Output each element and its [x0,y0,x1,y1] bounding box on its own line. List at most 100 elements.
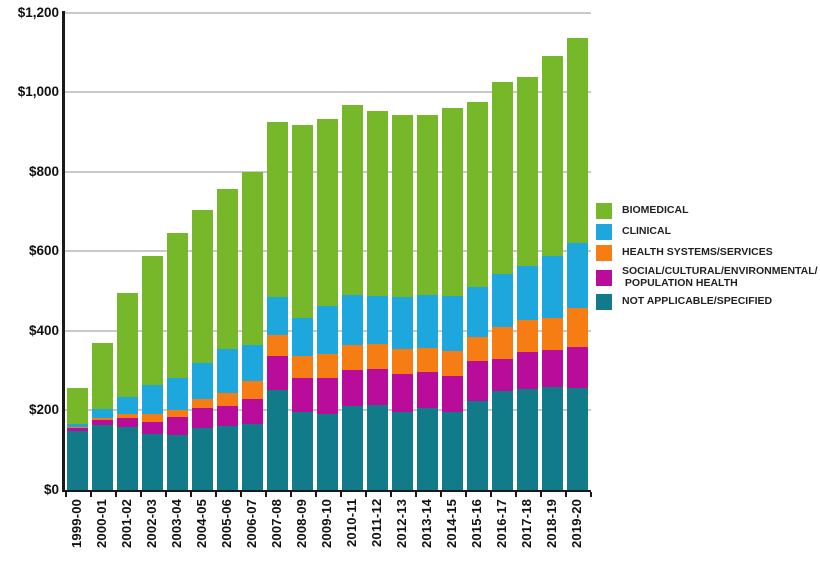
bar-segment-health-systems-1999-00[interactable] [67,426,89,429]
bar-segment-clinical-2008-09[interactable] [292,317,314,356]
bar-segment-health-systems-2015-16[interactable] [467,336,489,362]
bar-segment-health-systems-2006-07[interactable] [242,381,264,399]
bar-segment-social-2014-15[interactable] [442,375,464,413]
bar-segment-clinical-2012-13[interactable] [392,296,414,350]
bar-segment-clinical-2019-20[interactable] [567,242,589,309]
bar-segment-not-applicable-2000-01[interactable] [92,424,114,490]
bar-segment-social-2016-17[interactable] [492,358,514,392]
bar-segment-not-applicable-2014-15[interactable] [442,411,464,490]
bar-segment-health-systems-2007-08[interactable] [267,334,289,356]
bar-segment-health-systems-2008-09[interactable] [292,355,314,378]
bar-segment-biomedical-2000-01[interactable] [92,342,114,409]
bar-segment-health-systems-2018-19[interactable] [542,317,564,351]
bar-segment-not-applicable-2006-07[interactable] [242,423,264,490]
bar-segment-biomedical-2012-13[interactable] [392,114,414,298]
bar-segment-not-applicable-2007-08[interactable] [267,389,289,490]
bar-segment-clinical-2004-05[interactable] [192,362,214,399]
bar-segment-social-2003-04[interactable] [167,416,189,435]
bar-segment-social-2010-11[interactable] [342,369,364,407]
bar-segment-biomedical-2010-11[interactable] [342,104,364,296]
bar-segment-social-2002-03[interactable] [142,421,164,434]
bar-segment-biomedical-2002-03[interactable] [142,256,164,386]
bar-segment-clinical-2000-01[interactable] [92,408,114,418]
bar-segment-social-2018-19[interactable] [542,349,564,387]
bar-segment-biomedical-2016-17[interactable] [492,82,514,274]
bar-segment-health-systems-2004-05[interactable] [192,398,214,409]
bar-segment-clinical-2014-15[interactable] [442,295,464,352]
bar-segment-clinical-2018-19[interactable] [542,256,564,318]
bar-segment-clinical-2006-07[interactable] [242,344,264,382]
bar-segment-health-systems-2009-10[interactable] [317,353,339,378]
bar-segment-clinical-2007-08[interactable] [267,296,289,336]
bar-segment-biomedical-2017-18[interactable] [517,77,539,267]
bar-segment-biomedical-2008-09[interactable] [292,125,314,318]
bar-segment-clinical-1999-00[interactable] [67,423,89,428]
bar-segment-not-applicable-2009-10[interactable] [317,414,339,490]
bar-segment-not-applicable-2019-20[interactable] [567,387,589,490]
bar-segment-health-systems-2017-18[interactable] [517,319,539,353]
bar-segment-not-applicable-2012-13[interactable] [392,411,414,490]
bar-segment-not-applicable-1999-00[interactable] [67,430,89,490]
bar-segment-not-applicable-2002-03[interactable] [142,433,164,490]
bar-segment-clinical-2009-10[interactable] [317,305,339,355]
bar-segment-clinical-2016-17[interactable] [492,273,514,328]
bar-segment-social-1999-00[interactable] [67,427,89,432]
bar-segment-social-2004-05[interactable] [192,408,214,429]
bar-segment-not-applicable-2001-02[interactable] [117,426,139,490]
bar-segment-biomedical-2007-08[interactable] [267,122,289,298]
bar-segment-biomedical-2013-14[interactable] [417,114,439,296]
bar-segment-clinical-2010-11[interactable] [342,294,364,345]
bar-segment-social-2015-16[interactable] [467,360,489,401]
bar-segment-not-applicable-2003-04[interactable] [167,434,189,490]
bar-segment-not-applicable-2010-11[interactable] [342,405,364,490]
bar-segment-social-2019-20[interactable] [567,346,589,388]
bar-segment-biomedical-2015-16[interactable] [467,101,489,287]
bar-segment-clinical-2011-12[interactable] [367,295,389,344]
bar-segment-clinical-2003-04[interactable] [167,377,189,410]
bar-segment-social-2012-13[interactable] [392,373,414,412]
bar-segment-health-systems-2010-11[interactable] [342,344,364,370]
bar-segment-social-2013-14[interactable] [417,371,439,408]
bar-segment-health-systems-2019-20[interactable] [567,307,589,347]
bar-segment-health-systems-2014-15[interactable] [442,350,464,377]
bar-segment-not-applicable-2013-14[interactable] [417,407,439,490]
bar-segment-social-2008-09[interactable] [292,377,314,413]
bar-segment-not-applicable-2004-05[interactable] [192,427,214,490]
bar-segment-social-2011-12[interactable] [367,368,389,406]
bar-segment-biomedical-2004-05[interactable] [192,209,214,364]
bar-segment-clinical-2001-02[interactable] [117,396,139,414]
bar-segment-clinical-2005-06[interactable] [217,348,239,394]
bar-segment-biomedical-2006-07[interactable] [242,171,264,345]
bar-segment-not-applicable-2011-12[interactable] [367,404,389,490]
bar-segment-social-2006-07[interactable] [242,398,264,424]
bar-segment-social-2007-08[interactable] [267,355,289,390]
bar-segment-health-systems-2005-06[interactable] [217,393,239,407]
bar-segment-clinical-2002-03[interactable] [142,384,164,415]
bar-segment-not-applicable-2015-16[interactable] [467,400,489,490]
bar-segment-biomedical-2001-02[interactable] [117,293,139,398]
bar-segment-biomedical-1999-00[interactable] [67,388,89,424]
bar-segment-health-systems-2001-02[interactable] [117,413,139,419]
bar-segment-biomedical-2003-04[interactable] [167,233,189,378]
bar-segment-social-2000-01[interactable] [92,419,114,426]
bar-segment-social-2005-06[interactable] [217,405,239,427]
bar-segment-health-systems-2013-14[interactable] [417,347,439,372]
bar-segment-social-2001-02[interactable] [117,418,139,428]
bar-segment-social-2017-18[interactable] [517,351,539,390]
bar-segment-biomedical-2009-10[interactable] [317,119,339,307]
bar-segment-clinical-2017-18[interactable] [517,265,539,321]
bar-segment-clinical-2013-14[interactable] [417,294,439,349]
bar-segment-biomedical-2018-19[interactable] [542,56,564,257]
bar-segment-not-applicable-2005-06[interactable] [217,425,239,490]
bar-segment-health-systems-2003-04[interactable] [167,409,189,418]
bar-segment-health-systems-2002-03[interactable] [142,414,164,422]
bar-segment-biomedical-2005-06[interactable] [217,188,239,349]
bar-segment-health-systems-2016-17[interactable] [492,326,514,359]
bar-segment-social-2009-10[interactable] [317,377,339,415]
bar-segment-clinical-2015-16[interactable] [467,286,489,337]
bar-segment-not-applicable-2008-09[interactable] [292,411,314,490]
bar-segment-not-applicable-2016-17[interactable] [492,390,514,490]
bar-segment-biomedical-2019-20[interactable] [567,38,589,243]
bar-segment-health-systems-2011-12[interactable] [367,343,389,369]
bar-segment-health-systems-2012-13[interactable] [392,348,414,374]
